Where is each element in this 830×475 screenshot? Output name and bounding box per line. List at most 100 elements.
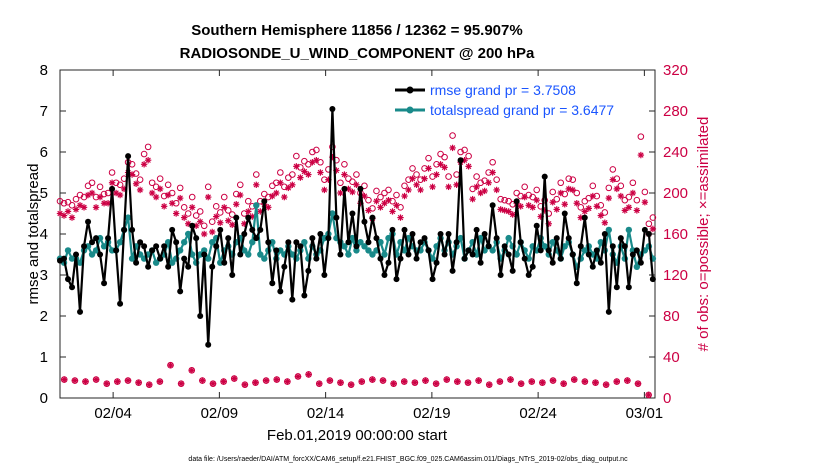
obs-assimilated-point: [197, 218, 204, 225]
rmse-point: [569, 251, 576, 258]
obs-assimilated-point: [425, 165, 432, 172]
spread-point: [184, 230, 192, 238]
spread-point: [357, 239, 364, 246]
obs-possible-point: [437, 150, 444, 158]
y2-tick-label: 280: [663, 103, 688, 120]
obs-assimilated-point: [409, 175, 416, 182]
rmse-point: [461, 255, 468, 262]
rmse-point: [541, 173, 548, 180]
obs-possible-point: [489, 158, 496, 166]
y2-tick-label: 200: [663, 185, 688, 202]
rmse-point: [545, 247, 552, 254]
obs-assimilated-point: [381, 200, 388, 207]
rmse-point: [525, 272, 532, 278]
rmse-point: [65, 276, 72, 283]
rmse-point: [137, 239, 144, 246]
obs-possible-point: [184, 210, 192, 217]
rmse-point: [369, 214, 376, 221]
obs-assimilated-point: [373, 198, 380, 205]
legend-rmse-label: rmse grand pr = 3.7508: [430, 82, 576, 98]
obs-assimilated-point: [273, 189, 280, 197]
obs-possible-point: [569, 176, 577, 183]
y2-axis: 0 40 80 120 160 200 240 280 320: [649, 62, 688, 407]
obs-possible-point: [649, 214, 657, 221]
y-tick-label: 6: [40, 144, 48, 161]
spread-point: [128, 255, 136, 262]
obs-assimilated-point: [245, 208, 252, 215]
obs-possible-point: [144, 143, 152, 151]
obs-assimilated-point: [140, 161, 148, 168]
rmse-point: [441, 251, 448, 258]
y-tick-label: 8: [40, 62, 48, 79]
obs-assimilated-point: [429, 183, 436, 191]
rmse-point: [333, 214, 340, 221]
y2-tick-label: 240: [663, 144, 688, 161]
legend-spread-label: totalspread grand pr = 3.6477: [430, 102, 614, 118]
obs-possible-point: [413, 171, 420, 178]
obs-assimilated-point: [188, 204, 196, 211]
rmse-point: [453, 239, 460, 246]
obs-possible-point: [341, 161, 348, 168]
obs-assimilated-point: [379, 377, 387, 384]
y2-tick-label: 0: [663, 390, 671, 407]
rmse-point: [549, 259, 556, 266]
obs-possible-point: [457, 148, 464, 156]
rmse-point: [581, 214, 588, 221]
obs-assimilated-point: [549, 199, 556, 206]
spread-point: [116, 239, 124, 246]
obs-assimilated-point: [124, 377, 132, 384]
obs-assimilated-point: [225, 217, 232, 224]
rmse-point: [337, 251, 344, 258]
obs-assimilated-point: [172, 210, 180, 217]
rmse-point: [169, 226, 176, 233]
obs-assimilated-point: [221, 204, 228, 211]
obs-possible-point: [136, 176, 144, 183]
rmse-point: [237, 251, 244, 258]
obs-assimilated-point: [253, 181, 260, 188]
legend-spread-marker: [406, 106, 414, 114]
obs-assimilated-point: [533, 196, 540, 204]
obs-assimilated-point: [262, 377, 270, 384]
obs-assimilated-point: [629, 189, 637, 197]
rmse-point: [357, 185, 364, 192]
rmse-point: [145, 263, 152, 270]
rmse-point: [625, 284, 632, 291]
rmse-point: [605, 308, 612, 315]
obs-assimilated-point: [593, 203, 600, 210]
obs-assimilated-point: [337, 189, 344, 197]
obs-assimilated-point: [305, 171, 312, 178]
rmse-point: [353, 243, 360, 250]
obs-assimilated-point: [289, 181, 296, 188]
spread-point: [209, 239, 216, 246]
rmse-point: [373, 235, 380, 242]
rmse-point: [209, 263, 216, 270]
obs-assimilated-point: [349, 188, 356, 196]
obs-possible-point: [148, 179, 156, 187]
obs-assimilated-point: [148, 189, 156, 197]
obs-assimilated-point: [561, 201, 568, 208]
obs-possible-point: [56, 197, 64, 205]
rmse-point: [405, 251, 412, 258]
spread-point: [361, 243, 368, 250]
rmse-point: [109, 185, 116, 192]
chart-subtitle: RADIOSONDE_U_WIND_COMPONENT @ 200 hPa: [180, 45, 535, 62]
rmse-point: [189, 222, 196, 229]
legend-rmse-marker: [406, 86, 414, 94]
y2-tick-label: 160: [663, 226, 688, 243]
spread-point: [605, 226, 613, 234]
obs-possible-point: [493, 176, 500, 183]
rmse-point: [641, 226, 648, 233]
obs-possible-point: [289, 171, 296, 178]
rmse-point: [613, 284, 620, 291]
rmse-point: [589, 263, 596, 270]
rmse-point: [157, 255, 164, 262]
obs-assimilated-point: [517, 203, 524, 210]
x-tick-label: 02/19: [413, 405, 451, 422]
obs-assimilated-point: [108, 179, 116, 186]
obs-possible-point: [449, 132, 456, 139]
rmse-point: [457, 157, 464, 164]
rmse-point: [101, 280, 108, 287]
rmse-point: [497, 272, 504, 278]
rmse-point: [445, 231, 452, 237]
obs-assimilated-point: [358, 378, 365, 385]
